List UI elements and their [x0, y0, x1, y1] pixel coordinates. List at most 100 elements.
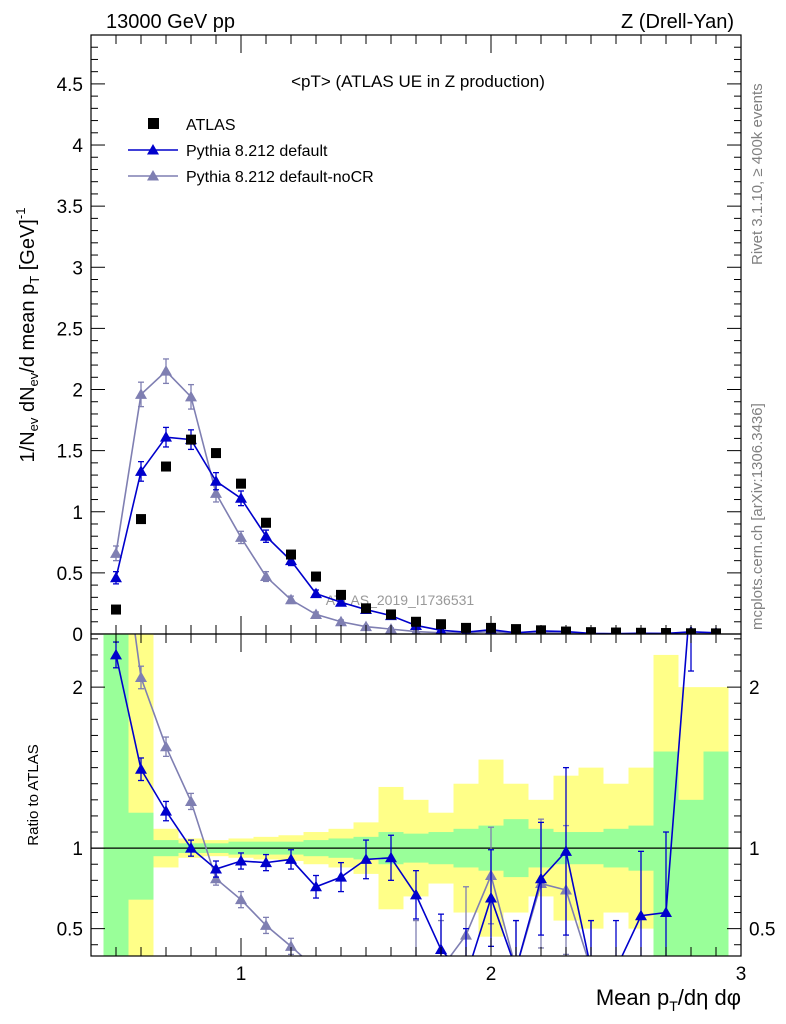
atlas-point	[336, 589, 346, 600]
legend-default-marker	[147, 144, 159, 155]
ratio-default-point	[160, 805, 172, 816]
x-axis-label: Mean pT/dη dφ	[596, 985, 741, 1014]
ratio-default-point	[635, 909, 647, 921]
ratio-nocr-point	[185, 795, 197, 806]
legend-atlas-marker	[148, 118, 159, 129]
default-point	[310, 587, 322, 599]
nocr-point	[335, 615, 347, 627]
atlas-point	[311, 571, 321, 582]
ratio-nocr-point	[135, 671, 147, 682]
uncertainty-band-inner	[678, 799, 704, 956]
mcplots-label: mcplots.cern.ch [arXiv:1306.3436]	[749, 403, 766, 630]
ratio-y-tick-label-left: 0.5	[57, 920, 83, 941]
ratio-default-point	[310, 880, 322, 892]
default-point	[210, 475, 222, 486]
atlas-point	[211, 448, 221, 459]
y-tick-label: 2	[72, 381, 83, 402]
ratio-default-point	[185, 842, 197, 853]
default-point	[260, 530, 272, 541]
uncertainty-band-inner	[103, 634, 129, 956]
ratio-nocr-point	[160, 740, 172, 752]
x-tick-label: 1	[236, 964, 247, 985]
header-right-label: Z (Drell-Yan)	[621, 11, 734, 33]
ratio-default-point	[385, 851, 397, 863]
y-axis-label: 1/Nev dNev/d mean pT [GeV]-1	[13, 208, 42, 463]
ratio-default-point	[585, 963, 597, 974]
y-tick-label: 3.5	[57, 197, 83, 218]
ratio-default-point	[560, 845, 572, 856]
ratio-default-point	[110, 648, 122, 660]
nocr-point	[285, 593, 297, 605]
legend-atlas-label: ATLAS	[186, 117, 236, 134]
ratio-default-point	[260, 856, 272, 868]
ratio-y-tick-label-left: 2	[72, 678, 83, 699]
ratio-y-tick-label-left: 1	[72, 839, 83, 860]
y-tick-label: 0.5	[57, 564, 83, 585]
ratio-nocr-point	[510, 963, 522, 974]
ratio-default-point	[335, 871, 347, 882]
ratio-default-point	[235, 855, 247, 866]
ratio-default-point	[660, 906, 672, 918]
nocr-point	[110, 547, 122, 558]
y-tick-label: 1	[72, 503, 83, 524]
atlas-point	[161, 461, 171, 472]
atlas-point	[436, 619, 446, 630]
atlas-point	[136, 514, 146, 525]
default-point	[285, 554, 297, 566]
y-tick-label: 3	[72, 258, 83, 279]
main-data-group	[110, 358, 721, 634]
ratio-default-line	[115, 634, 689, 956]
ratio-default-point	[285, 853, 297, 864]
nocr-point	[260, 570, 272, 582]
legend-nocr-marker	[147, 170, 159, 181]
atlas-point	[111, 604, 121, 615]
ratio-nocr-point	[285, 940, 297, 951]
default-point	[160, 431, 172, 442]
x-tick-label: 2	[486, 964, 497, 985]
ratio-default-point	[135, 763, 147, 774]
atlas-point	[186, 434, 196, 445]
ratio-nocr-point	[235, 893, 247, 905]
ratio-default-point	[535, 872, 547, 884]
main-panel: 0 0.5 1 1.5 2 2.5 3 3.5 4 4.5 1/Nev dNev/d mean pT…	[13, 34, 742, 646]
ratio-default-point	[210, 863, 222, 874]
ratio-nocr-point	[210, 872, 222, 884]
nocr-point	[135, 388, 147, 399]
ratio-nocr-line-ext	[449, 873, 588, 956]
ratio-default-point	[360, 853, 372, 864]
ratio-default-point	[410, 888, 422, 900]
x-tick-label: 3	[736, 964, 747, 985]
atlas-point	[361, 603, 371, 614]
y-tick-label: 2.5	[57, 319, 83, 340]
default-point	[335, 596, 347, 607]
ratio-y-tick-label-right: 1	[749, 839, 760, 860]
ratio-nocr-point	[585, 963, 597, 974]
ratio-panel: 0.5 0.5 1 1 2 2 1 2 3 Ratio to ATLAS Mean pT/dη dφ	[25, 633, 775, 1014]
ratio-default-point	[610, 963, 622, 974]
y-tick-label: 1.5	[57, 442, 83, 463]
default-point	[235, 492, 247, 503]
ratio-nocr-point	[260, 919, 272, 930]
legend-nocr-label: Pythia 8.212 default-noCR	[186, 169, 374, 186]
default-point	[110, 571, 122, 583]
uncertainty-band-inner	[703, 751, 729, 956]
legend: ATLAS Pythia 8.212 default Pythia 8.212 de…	[128, 117, 374, 186]
uncertainty-band-inner	[128, 812, 154, 900]
y-tick-label: 4	[72, 136, 83, 157]
ratio-y-tick-label-right: 2	[749, 678, 760, 699]
ratio-nocr-point	[410, 963, 422, 974]
nocr-point	[210, 487, 222, 498]
legend-default-label: Pythia 8.212 default	[186, 143, 328, 160]
default-point	[135, 465, 147, 476]
atlas-point	[411, 616, 421, 627]
nocr-point	[160, 365, 172, 376]
y-tick-label: 0	[72, 625, 83, 646]
nocr-point	[310, 608, 322, 619]
rivet-label: Rivet 3.1.10, ≥ 400k events	[749, 83, 766, 265]
y-tick-label: 4.5	[57, 75, 83, 96]
ratio-y-tick-label-right: 0.5	[749, 920, 775, 941]
ratio-default-point	[485, 892, 497, 903]
atlas-point	[236, 478, 246, 489]
